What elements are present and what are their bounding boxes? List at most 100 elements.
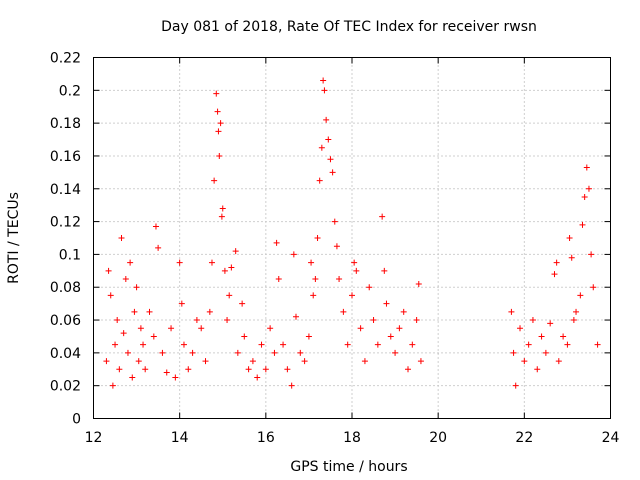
data-point bbox=[217, 120, 224, 127]
data-point bbox=[273, 239, 280, 246]
data-point bbox=[547, 320, 554, 327]
data-point bbox=[374, 341, 381, 348]
data-point bbox=[560, 333, 567, 340]
data-point bbox=[517, 325, 524, 332]
data-point bbox=[417, 358, 424, 365]
data-point bbox=[262, 366, 269, 373]
x-axis-label: GPS time / hours bbox=[290, 459, 407, 475]
data-points bbox=[103, 77, 601, 389]
data-point bbox=[232, 248, 239, 255]
plot-frame bbox=[93, 57, 611, 419]
chart-title: Day 081 of 2018, Rate Of TEC Index for r… bbox=[161, 19, 537, 35]
data-point bbox=[577, 292, 584, 299]
data-point bbox=[320, 77, 327, 84]
data-point bbox=[308, 259, 315, 266]
data-point bbox=[297, 349, 304, 356]
data-point bbox=[357, 325, 364, 332]
data-point bbox=[312, 276, 319, 283]
data-point bbox=[349, 292, 355, 299]
data-point bbox=[392, 349, 399, 356]
data-point bbox=[542, 349, 549, 356]
y-tick-label: 0.04 bbox=[50, 346, 81, 362]
data-point bbox=[553, 259, 560, 266]
data-point bbox=[510, 349, 517, 356]
data-point bbox=[159, 349, 166, 356]
data-point bbox=[180, 341, 187, 348]
data-point bbox=[234, 349, 241, 356]
data-point bbox=[103, 358, 110, 365]
data-point bbox=[129, 374, 136, 381]
data-point bbox=[325, 136, 332, 143]
data-point bbox=[310, 292, 317, 299]
data-point bbox=[340, 308, 347, 315]
data-point bbox=[305, 333, 312, 340]
data-point bbox=[508, 308, 515, 315]
data-point bbox=[239, 300, 246, 307]
data-point bbox=[318, 144, 325, 151]
data-point bbox=[185, 366, 192, 373]
data-point bbox=[216, 152, 223, 159]
data-point bbox=[116, 366, 123, 373]
data-point bbox=[353, 267, 360, 274]
data-point bbox=[521, 358, 528, 365]
data-point bbox=[124, 349, 131, 356]
y-tick-label: 0 bbox=[72, 412, 81, 428]
data-point bbox=[573, 308, 580, 315]
data-point bbox=[219, 205, 226, 212]
data-point bbox=[267, 325, 274, 332]
y-tick-label: 0.1 bbox=[59, 247, 81, 263]
data-point bbox=[211, 177, 218, 184]
data-point bbox=[213, 90, 220, 97]
data-point bbox=[555, 358, 562, 365]
data-point bbox=[109, 382, 116, 389]
data-point bbox=[249, 358, 256, 365]
data-point bbox=[387, 333, 394, 340]
data-point bbox=[135, 358, 142, 365]
data-point bbox=[202, 358, 209, 365]
data-point bbox=[415, 280, 422, 287]
data-point bbox=[198, 325, 205, 332]
data-point bbox=[142, 366, 149, 373]
data-point bbox=[133, 284, 140, 291]
data-point bbox=[172, 374, 179, 381]
data-point bbox=[155, 244, 162, 251]
y-axis-label: ROTI / TECUs bbox=[6, 192, 22, 284]
data-point bbox=[206, 308, 213, 315]
data-point bbox=[590, 284, 597, 291]
data-point bbox=[146, 308, 153, 315]
data-point bbox=[327, 156, 334, 163]
y-tick-label: 0.02 bbox=[50, 379, 81, 395]
data-point bbox=[226, 292, 233, 299]
data-point bbox=[105, 267, 112, 274]
data-point bbox=[568, 254, 575, 261]
tick-layer: 12 14 16 18 20 22 24 0 0.02 0.04 0.06 0.08 0.1 0.12 0.… bbox=[50, 51, 620, 447]
grid-layer bbox=[93, 57, 611, 419]
x-tick-label: 20 bbox=[429, 430, 447, 446]
data-point bbox=[570, 317, 577, 324]
data-point bbox=[581, 193, 588, 200]
y-tick-label: 0.14 bbox=[50, 182, 81, 198]
y-tick-label: 0.16 bbox=[50, 149, 81, 165]
data-point bbox=[512, 382, 519, 389]
x-tick-label: 24 bbox=[602, 430, 620, 446]
data-point bbox=[120, 330, 127, 337]
data-point bbox=[284, 366, 291, 373]
y-tick-label: 0.08 bbox=[50, 280, 81, 296]
data-point bbox=[579, 221, 586, 228]
x-tick-label: 14 bbox=[171, 430, 189, 446]
data-point bbox=[176, 259, 183, 266]
data-point bbox=[366, 284, 373, 291]
data-point bbox=[329, 169, 336, 176]
data-point bbox=[396, 325, 403, 332]
data-point bbox=[588, 251, 595, 258]
y-tick-label: 0.22 bbox=[50, 51, 81, 67]
data-point bbox=[193, 317, 200, 324]
data-point bbox=[275, 276, 282, 283]
data-point bbox=[131, 308, 138, 315]
data-point bbox=[321, 87, 328, 94]
data-point bbox=[290, 251, 297, 258]
data-point bbox=[381, 267, 388, 274]
data-point bbox=[301, 358, 308, 365]
y-tick-label: 0.06 bbox=[50, 313, 81, 329]
